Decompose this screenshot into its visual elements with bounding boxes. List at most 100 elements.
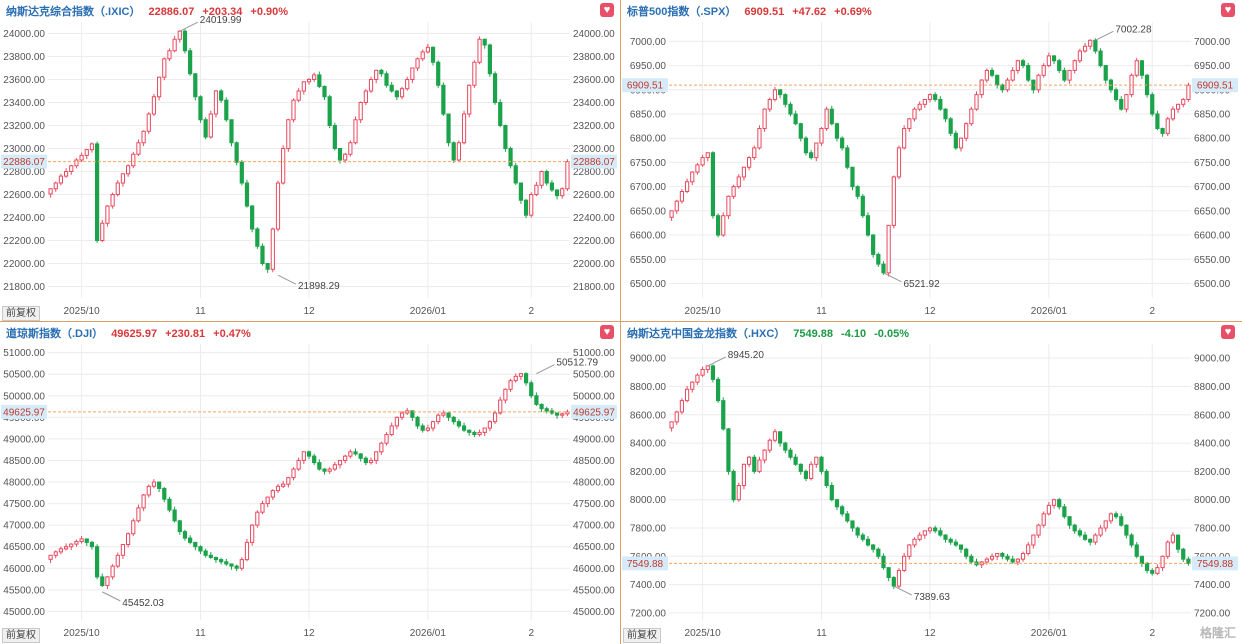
candle-up: [1186, 84, 1191, 100]
candle-down: [332, 125, 337, 149]
candle-down: [989, 69, 995, 76]
favorite-icon[interactable]: [1221, 2, 1235, 18]
candle-up: [534, 184, 539, 196]
panel-hxc: 7200.007200.007400.007400.007600.007600.…: [621, 322, 1242, 644]
y-tick-label-left: 6500.00: [630, 279, 667, 290]
candle-down: [834, 123, 840, 139]
candle-down: [855, 527, 860, 536]
candle-up: [767, 439, 772, 451]
y-tick-label-left: 8600.00: [630, 410, 667, 421]
candle-down: [554, 412, 560, 416]
candle-up: [1031, 534, 1036, 546]
y-tick-label-left: 45500.00: [3, 585, 45, 596]
candle-up: [565, 161, 570, 190]
candle-up: [984, 558, 989, 563]
x-tick-label: 2026/01: [1031, 628, 1068, 639]
favorite-icon[interactable]: [1221, 324, 1235, 340]
y-tick-label-right: 6500.00: [1194, 279, 1231, 290]
current-price-label: 22886.07: [573, 157, 615, 168]
candle-down: [953, 541, 958, 546]
candle-up: [306, 79, 312, 83]
candle-down: [788, 449, 793, 458]
current-price-label: 7549.88: [627, 559, 664, 570]
candle-up: [736, 485, 741, 501]
candle-up: [286, 477, 291, 485]
y-tick-label-right: 6650.00: [1194, 206, 1231, 217]
candle-up: [989, 555, 995, 560]
candle-down: [446, 113, 451, 144]
candle-down: [544, 171, 549, 184]
y-tick-label-right: 22200.00: [573, 236, 615, 247]
dji-candlestick-chart: 45000.00 45000.00 45500.00 45500.00 46000.00…: [1, 344, 617, 639]
candle-up: [1165, 118, 1170, 134]
candle-down: [544, 408, 549, 412]
candle-up: [1082, 45, 1088, 52]
panel-ixic: 21800.00 21800.00 22000.00 22000.00 22200.00…: [0, 0, 621, 322]
candle-down: [876, 253, 881, 265]
y-tick-label-right: 48000.00: [573, 478, 615, 489]
x-tick-label: 12: [303, 628, 315, 639]
candle-down: [436, 61, 441, 86]
candle-down: [234, 565, 239, 569]
candle-up: [679, 400, 685, 413]
y-tick-label-right: 23400.00: [573, 98, 615, 109]
candle-up: [1046, 55, 1051, 67]
y-tick-label-right: 24000.00: [573, 29, 615, 40]
y-tick-label-right: 8800.00: [1194, 382, 1231, 393]
candle-down: [539, 403, 544, 410]
candle-down: [358, 453, 363, 459]
candle-up: [958, 137, 964, 149]
y-tick-label-left: 6600.00: [630, 231, 667, 242]
candle-down: [1175, 534, 1181, 550]
panel-header: 纳斯达克综合指数（.IXIC） 22886.07 +203.34 +0.90%: [6, 3, 288, 19]
candle-up: [368, 79, 374, 92]
y-tick-label-left: 6650.00: [630, 206, 667, 217]
favorite-icon[interactable]: [600, 324, 614, 340]
candle-up: [74, 541, 79, 545]
x-tick-label: 11: [195, 306, 206, 317]
favorite-icon[interactable]: [600, 2, 614, 18]
candle-down: [188, 50, 193, 75]
y-tick-label-right: 8200.00: [1194, 467, 1231, 478]
y-tick-label-right: 51000.00: [573, 348, 615, 359]
y-tick-label-right: 6800.00: [1194, 134, 1231, 145]
candle-up: [922, 530, 927, 536]
candle-up: [912, 108, 917, 120]
low-annotation-leader: [277, 274, 297, 285]
candle-up: [146, 113, 151, 132]
candle-down: [871, 234, 876, 255]
index-change-pct: +0.90%: [250, 6, 289, 18]
candle-down: [482, 38, 487, 46]
candle-up: [819, 128, 824, 144]
candle-up: [767, 98, 772, 110]
candle-up: [172, 38, 177, 52]
y-tick-label-left: 23200.00: [3, 121, 45, 132]
candle-down: [1134, 544, 1139, 557]
adjust-button[interactable]: 前复权: [2, 628, 40, 643]
candle-down: [1113, 513, 1119, 518]
candle-down: [1093, 39, 1098, 52]
adjust-button[interactable]: 前复权: [2, 306, 40, 321]
candle-up: [513, 375, 518, 382]
candle-up: [286, 119, 291, 149]
candle-down: [389, 84, 394, 92]
candle-down: [778, 431, 783, 444]
candle-up: [368, 459, 374, 464]
low-annotation-leader: [883, 272, 902, 283]
candle-up: [1098, 527, 1103, 536]
candle-up: [1015, 60, 1020, 71]
adjust-button[interactable]: 前复权: [623, 628, 661, 643]
candle-up: [260, 503, 265, 513]
candle-down: [938, 530, 943, 536]
candle-up: [105, 205, 110, 224]
y-tick-label-right: 46000.00: [573, 564, 615, 575]
candle-up: [1036, 524, 1041, 536]
candle-up: [684, 388, 690, 402]
candle-down: [224, 99, 229, 121]
high-annotation-leader: [536, 364, 555, 375]
candle-down: [410, 410, 415, 418]
candle-up: [762, 108, 767, 130]
y-tick-label-left: 6550.00: [630, 255, 667, 266]
high-annotation-leader: [1095, 30, 1114, 41]
candle-up: [560, 188, 565, 197]
